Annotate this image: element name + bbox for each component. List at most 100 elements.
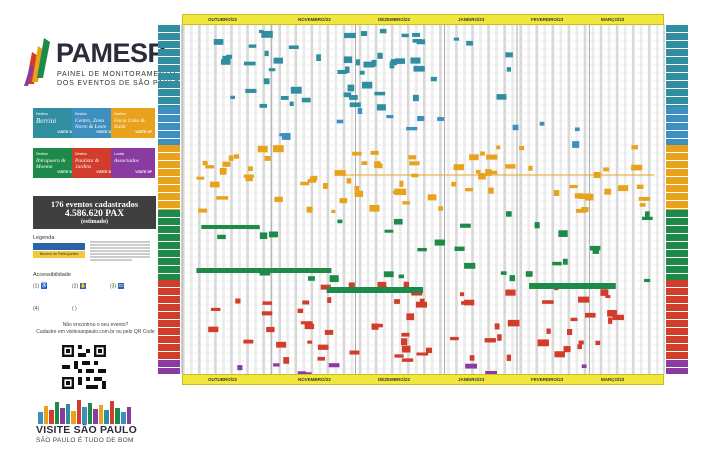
event-marker: [374, 91, 386, 96]
event-marker: [276, 341, 287, 348]
event-marker: [466, 40, 473, 46]
grid-column: [575, 25, 579, 374]
row-label: [158, 193, 180, 200]
event-marker: [408, 155, 417, 160]
destination-tile-ibirapuera[interactable]: Destino Ibirapuera & Moema VISITE SP: [33, 148, 77, 178]
event-marker: [274, 196, 283, 203]
event-marker: [261, 30, 273, 38]
month-label-jan: JANEIRO/23: [458, 377, 485, 382]
event-marker: [631, 145, 638, 150]
grid-column: [374, 25, 378, 374]
grid-column: [487, 25, 490, 374]
row-label: [158, 226, 180, 233]
event-marker: [437, 117, 444, 121]
month-label-dec: DEZEMBRO/22: [378, 377, 411, 382]
event-marker: [281, 133, 291, 140]
event-marker: [411, 291, 423, 296]
row-label: [666, 41, 688, 48]
footer-slogan: SÃO PAULO É TUDO DE BOM: [36, 437, 134, 444]
event-marker: [464, 262, 476, 269]
event-marker: [534, 222, 540, 229]
event-marker: [355, 59, 360, 66]
row-label: [666, 115, 688, 122]
events-timeline: OUTUBRO/22 NOVEMBRO/22 DEZEMBRO/22 JANEI…: [158, 14, 688, 385]
event-marker: [399, 180, 404, 187]
event-marker: [344, 66, 350, 74]
event-marker: [264, 155, 271, 161]
row-label: [158, 360, 180, 367]
destination-tile-faria-lima[interactable]: Destino Faria Lima & Itaim VISITE SP: [111, 108, 155, 138]
grid-column: [390, 25, 394, 374]
event-marker: [210, 307, 221, 311]
event-marker: [290, 86, 302, 94]
grid-column: [206, 25, 209, 374]
grid-column: [214, 25, 217, 374]
destination-small: Locais: [114, 152, 125, 156]
event-marker: [496, 94, 507, 100]
row-label: [158, 97, 180, 104]
event-marker: [263, 78, 270, 85]
row-label: [158, 41, 180, 48]
event-marker: [401, 33, 409, 38]
row-label: [158, 57, 180, 64]
row-label: [666, 65, 688, 72]
event-marker: [469, 355, 475, 361]
row-label: [158, 328, 180, 335]
event-marker: [578, 193, 589, 199]
row-label: [666, 242, 688, 249]
event-marker: [217, 234, 226, 240]
event-span: [196, 268, 332, 273]
event-marker: [488, 187, 494, 194]
destination-tile-centro[interactable]: Destino Centro, Zona Norte & Leste VISIT…: [72, 108, 116, 138]
month-label-mar: MARÇO/23: [601, 17, 625, 22]
grid-column: [471, 25, 474, 374]
event-marker: [205, 165, 215, 169]
grid-column: [463, 25, 466, 374]
event-marker: [412, 94, 419, 102]
event-marker: [198, 208, 208, 213]
row-label: [158, 218, 180, 225]
row-label: [158, 177, 180, 184]
legend-notes: [90, 240, 150, 270]
event-marker: [360, 31, 368, 37]
grid-column: [631, 25, 635, 374]
row-label: [666, 320, 688, 327]
grid-column: [455, 25, 458, 374]
event-marker: [259, 232, 268, 240]
event-marker: [304, 323, 315, 330]
event-marker: [363, 61, 375, 68]
grid-column: [551, 25, 555, 374]
row-label: [158, 81, 180, 88]
pamesp-logo-icon: [24, 38, 50, 86]
grid-column: [607, 25, 611, 374]
event-marker: [590, 245, 601, 251]
grid-column: [439, 25, 442, 374]
event-marker: [496, 145, 501, 150]
destination-small: Destino: [36, 112, 48, 116]
row-label: [666, 288, 688, 295]
accessibility-number: (3): [110, 283, 117, 290]
row-label: [158, 296, 180, 303]
grid-column: [519, 25, 522, 374]
event-marker: [357, 107, 363, 114]
destination-name: Ibirapuera & Moema: [36, 158, 66, 170]
event-marker: [570, 317, 578, 322]
brand-title: PAMESP: [56, 38, 166, 68]
grid-column: [423, 25, 426, 374]
destination-tile-berrini[interactable]: Destino Berrini VISITE SP: [33, 108, 77, 138]
event-marker: [376, 323, 383, 328]
event-marker: [607, 310, 617, 317]
qr-code-icon[interactable]: [62, 345, 106, 389]
event-marker: [219, 167, 227, 175]
event-marker: [506, 67, 511, 72]
destination-tile-paulista[interactable]: Destino Paulista & Jardins VISITE SP: [72, 148, 116, 178]
legend-participants: Número de Participantes: [33, 251, 85, 258]
row-label: [158, 242, 180, 249]
event-marker: [389, 61, 395, 69]
grid-column: [326, 25, 330, 374]
row-label: [666, 57, 688, 64]
row-label: [158, 320, 180, 327]
event-marker: [639, 203, 646, 207]
destination-tile-associados[interactable]: Locais Associados VISITE SP: [111, 148, 155, 178]
row-label: [666, 89, 688, 96]
